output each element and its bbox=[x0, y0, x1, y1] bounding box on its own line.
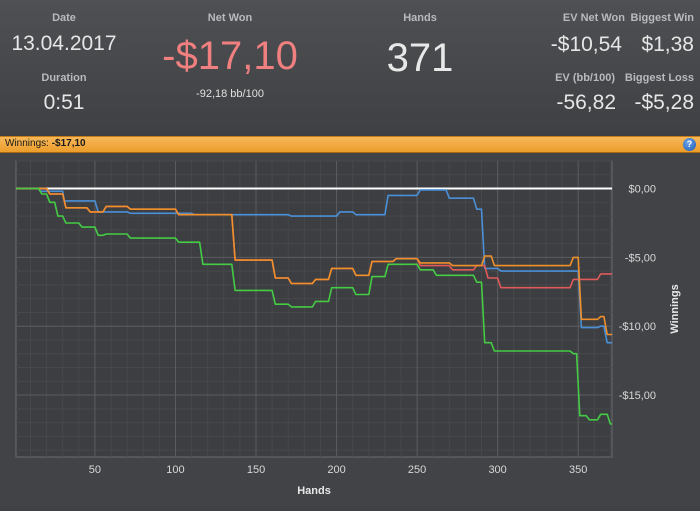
y-axis-label: Winnings bbox=[669, 284, 681, 333]
y-tick-label: -$15,00 bbox=[619, 390, 656, 402]
biggest-loss-value: -$5,28 bbox=[634, 91, 694, 114]
winnings-value: -$17,10 bbox=[51, 138, 86, 149]
x-tick-label: 300 bbox=[488, 464, 506, 476]
hands-label: Hands bbox=[403, 12, 437, 24]
net-won-bb100: -92,18 bb/100 bbox=[196, 88, 264, 100]
biggest-win-value: $1,38 bbox=[641, 33, 694, 56]
net-won-label: Net Won bbox=[207, 12, 253, 24]
y-tick-label: -$5,00 bbox=[625, 252, 656, 264]
winnings-chart: 50 100 150 200 250 300 350 $0,00 -$5,00 -$10,00 -$… bbox=[15, 160, 681, 497]
ev-net-won-label: EV Net Won bbox=[562, 12, 625, 24]
y-tick-label: $0,00 bbox=[628, 184, 656, 196]
stats-panel: Date 13.04.2017 Duration 0:51 Net Won -$… bbox=[0, 0, 700, 136]
duration-label: Duration bbox=[41, 72, 87, 84]
ev-bb100-label: EV (bb/100) bbox=[555, 72, 615, 84]
biggest-loss-label: Biggest Loss bbox=[624, 72, 694, 84]
ev-bb100-value: -56,82 bbox=[556, 91, 616, 114]
x-tick-label: 350 bbox=[569, 464, 587, 476]
x-tick-label: 150 bbox=[247, 464, 265, 476]
x-tick-label: 200 bbox=[327, 464, 345, 476]
date-value: 13.04.2017 bbox=[11, 32, 117, 55]
x-tick-label: 100 bbox=[166, 464, 184, 476]
x-tick-label: 50 bbox=[89, 464, 101, 476]
date-label: Date bbox=[52, 12, 76, 24]
ev-net-won-value: -$10,54 bbox=[550, 33, 622, 56]
plot-background bbox=[15, 160, 613, 458]
y-tick-label: -$10,00 bbox=[619, 321, 656, 333]
winnings-header-bar: Winnings: -$17,10 ? bbox=[0, 136, 700, 153]
series-line bbox=[16, 187, 612, 336]
winnings-label: Winnings: bbox=[5, 138, 49, 149]
duration-value: 0:51 bbox=[43, 91, 85, 114]
help-icon[interactable]: ? bbox=[683, 138, 696, 151]
series-line bbox=[16, 187, 612, 425]
chart-area: 50 100 150 200 250 300 350 $0,00 -$5,00 -$10,00 -$… bbox=[0, 153, 700, 506]
hands-value: 371 bbox=[386, 36, 454, 80]
winnings-header: Winnings: -$17,10 bbox=[5, 138, 86, 149]
biggest-win-label: Biggest Win bbox=[630, 12, 694, 24]
x-tick-label: 250 bbox=[408, 464, 426, 476]
x-axis-label: Hands bbox=[297, 485, 331, 497]
net-won-value: -$17,10 bbox=[162, 34, 298, 78]
